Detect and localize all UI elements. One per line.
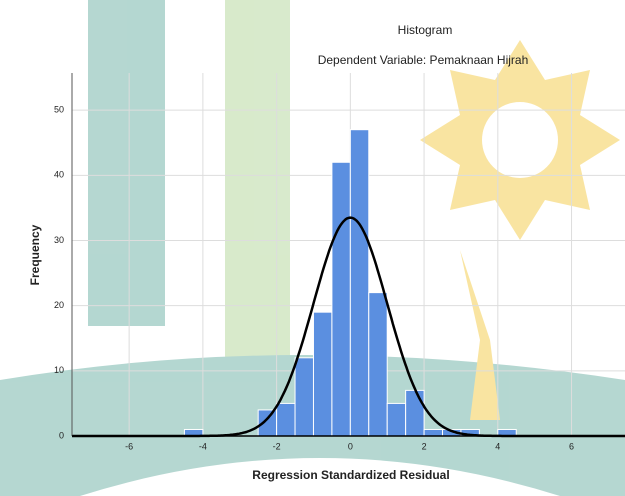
y-tick-label: 40 (54, 170, 64, 180)
y-tick-label: 20 (54, 300, 64, 310)
x-tick-label: 4 (495, 441, 500, 451)
chart-title: Histogram (398, 23, 453, 37)
y-tick-label: 10 (54, 365, 64, 375)
bar (405, 389, 425, 437)
x-tick-label: -6 (125, 441, 133, 451)
y-axis-title: Frequency (28, 224, 42, 285)
y-tick-label: 50 (54, 105, 64, 115)
bar (386, 402, 407, 437)
x-tick-label: -4 (199, 441, 207, 451)
bar (294, 357, 314, 437)
x-axis-title: Regression Standardized Residual (252, 468, 449, 482)
x-tick-label: -2 (273, 441, 281, 451)
x-tick-label: 6 (569, 441, 574, 451)
bar (423, 428, 444, 437)
bar (331, 161, 351, 437)
bar (349, 129, 370, 437)
bar (368, 292, 388, 437)
chart-subtitle: Dependent Variable: Pemaknaan Hijrah (318, 53, 529, 67)
bar (276, 402, 296, 437)
x-tick-label: 0 (348, 441, 353, 451)
x-tick-label: 2 (422, 441, 427, 451)
y-tick-label: 30 (54, 235, 64, 245)
y-tick-label: 0 (59, 430, 64, 440)
bar (312, 311, 333, 437)
